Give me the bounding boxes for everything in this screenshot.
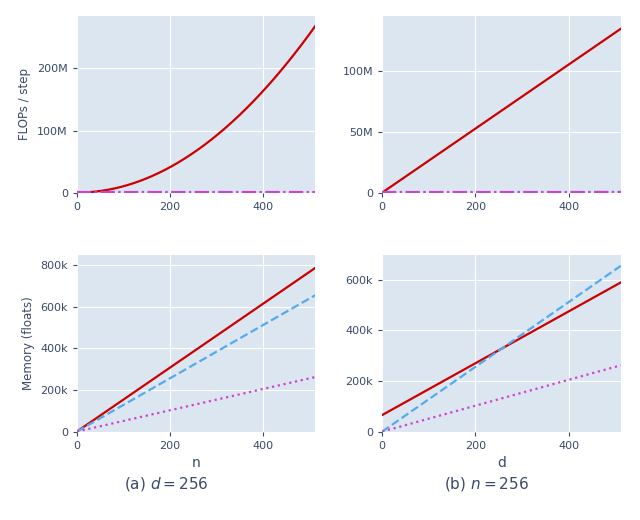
Y-axis label: Memory (floats): Memory (floats) [22,296,35,390]
Text: (b) $n = 256$: (b) $n = 256$ [444,475,529,493]
X-axis label: d: d [497,456,506,470]
Y-axis label: FLOPs / step: FLOPs / step [19,68,31,140]
Text: (a) $d = 256$: (a) $d = 256$ [124,475,209,493]
X-axis label: n: n [192,456,200,470]
